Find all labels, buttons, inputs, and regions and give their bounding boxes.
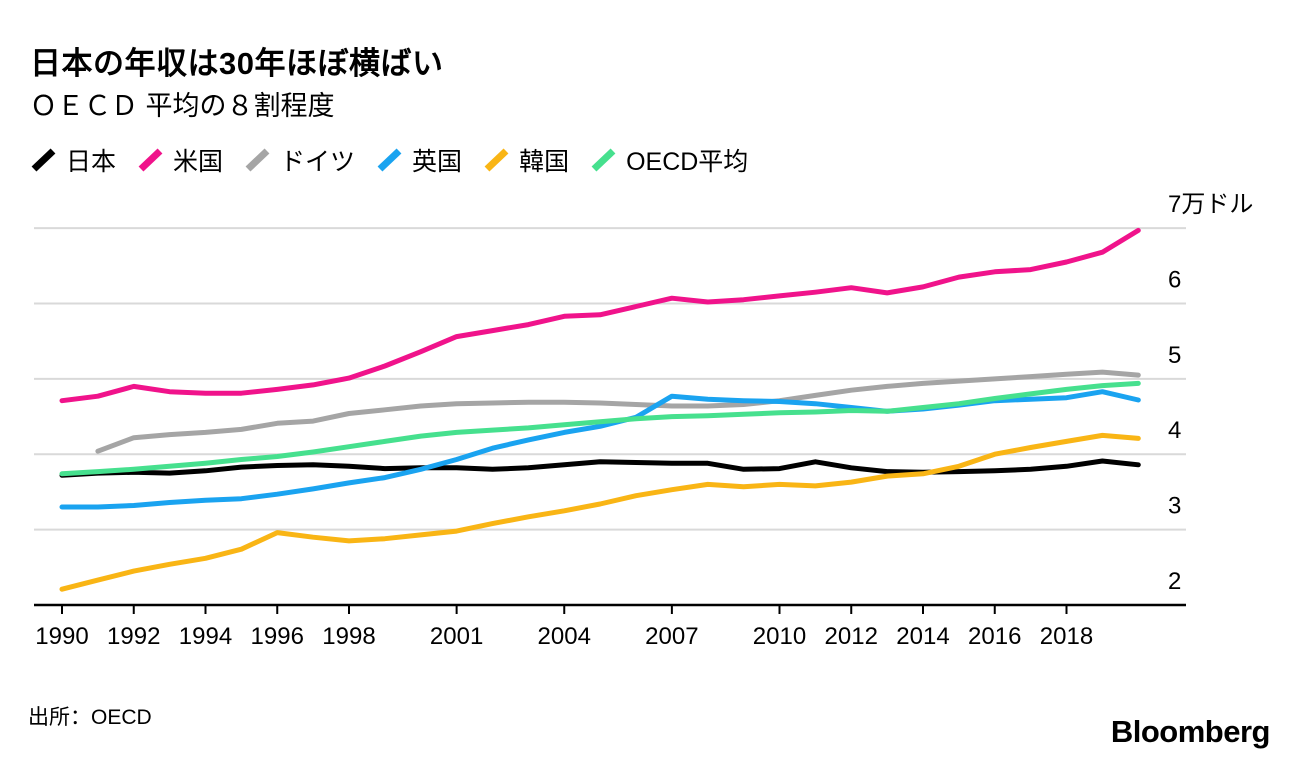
us-line-swatch-icon [138,148,163,172]
series-line-uk [59,389,1141,510]
germany-line-swatch-icon [245,148,270,172]
legend-item-oecd: OECD平均 [590,142,748,178]
legend-item-korea: 韓国 [483,142,569,178]
legend-label: ドイツ [280,148,356,176]
legend-item-germany: ドイツ [244,142,355,178]
x-tick-label: 2016 [968,623,1021,650]
x-tick-label: 1996 [251,623,304,650]
legend-label: OECD平均 [626,148,749,176]
legend-item-japan: 日本 [30,142,116,178]
y-tick-label: 2 [1168,568,1181,595]
x-tick-label: 2001 [430,623,483,650]
x-tick-label: 1990 [35,623,88,650]
legend-label: 韓国 [519,148,570,176]
x-tick-label: 1998 [322,623,375,650]
x-tick-label: 1992 [107,623,160,650]
x-tick-label: 2010 [753,623,806,650]
legend-item-uk: 英国 [376,142,462,178]
x-tick-label: 2014 [896,623,949,650]
series-line-us [59,227,1141,404]
y-tick-label: 7万ドル [1168,191,1253,218]
series-line-germany [95,369,1141,454]
series-line-oecd [59,380,1141,477]
x-tick-label: 2004 [538,623,591,650]
series-line-japan [59,458,1141,478]
oecd-line-swatch-icon [591,148,616,172]
legend-label: 米国 [173,148,224,176]
japan-line-swatch-icon [31,148,56,172]
y-tick-label: 3 [1168,493,1181,520]
x-tick-label: 2018 [1040,623,1093,650]
y-tick-label: 6 [1168,266,1181,293]
source-note: 出所：OECD [28,706,152,729]
y-tick-label: 5 [1168,342,1181,369]
x-tick-label: 2012 [825,623,878,650]
legend-item-us: 米国 [137,142,223,178]
uk-line-swatch-icon [377,148,402,172]
y-tick-label: 4 [1168,417,1181,444]
page-title: 日本の年収は30年ほぼ横ばい [30,46,444,81]
series-line-korea [59,432,1141,592]
legend-label: 日本 [66,148,117,176]
chart-legend: 日本 米国 ドイツ 英国 韓国 OECD平均 [30,142,769,178]
x-tick-label: 1994 [179,623,232,650]
bloomberg-logo: Bloomberg [1110,714,1271,749]
legend-label: 英国 [412,148,463,176]
page-subtitle: ＯＥＣＤ 平均の８割程度 [30,91,335,121]
korea-line-swatch-icon [484,148,509,172]
x-tick-label: 2007 [645,623,698,650]
